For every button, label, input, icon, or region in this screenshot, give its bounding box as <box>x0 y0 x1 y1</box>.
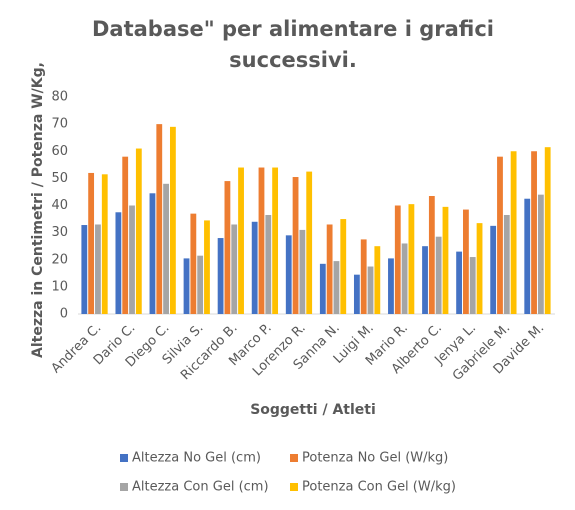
bar <box>435 236 442 314</box>
bar <box>374 246 381 314</box>
chart-title: Database" per alimentare i grafici <box>92 17 494 41</box>
legend-label: Altezza No Gel (cm) <box>132 451 261 466</box>
bar <box>197 255 204 314</box>
bar <box>135 148 142 314</box>
bar <box>231 224 238 314</box>
bar <box>265 214 272 314</box>
bar <box>169 126 176 315</box>
bar <box>285 235 292 314</box>
bar <box>388 258 394 314</box>
y-tick-label: 50 <box>51 171 68 186</box>
bar <box>428 196 435 314</box>
legend-swatch <box>290 483 298 491</box>
bar <box>326 224 333 314</box>
legend-swatch <box>120 454 128 462</box>
y-tick-label: 0 <box>60 307 68 322</box>
bar <box>367 266 374 314</box>
bar <box>95 224 101 314</box>
bar <box>490 225 497 314</box>
y-tick-label: 30 <box>51 225 68 240</box>
bar <box>401 243 408 314</box>
bar <box>204 220 210 314</box>
bar <box>272 167 279 314</box>
y-tick-label: 60 <box>51 144 68 159</box>
bar <box>88 172 95 314</box>
bar <box>463 209 469 314</box>
bar <box>531 151 537 314</box>
bar <box>251 221 258 314</box>
bar <box>122 156 129 314</box>
bar <box>408 204 415 314</box>
bar <box>190 213 197 314</box>
bar <box>476 223 483 314</box>
bar <box>258 167 265 314</box>
bar <box>292 177 299 314</box>
chart-title: successivi. <box>229 48 357 72</box>
bar <box>183 258 190 314</box>
bar <box>524 198 531 314</box>
bar <box>394 205 401 314</box>
bar <box>156 124 163 314</box>
legend-label: Potenza Con Gel (W/kg) <box>302 480 456 495</box>
x-axis-title: Soggetti / Atleti <box>250 402 376 418</box>
bar <box>422 246 428 314</box>
y-tick-label: 40 <box>51 198 68 213</box>
legend-swatch <box>290 454 298 462</box>
legend-label: Altezza Con Gel (cm) <box>132 480 269 495</box>
y-tick-label: 70 <box>51 117 68 132</box>
bar <box>306 171 313 314</box>
bar <box>497 156 503 314</box>
bar <box>469 257 476 314</box>
bar <box>442 206 449 314</box>
bar <box>510 151 517 314</box>
x-tick-label: Andrea C. <box>49 321 105 377</box>
legend-swatch <box>120 483 128 491</box>
bar <box>163 183 169 314</box>
bar <box>101 174 108 314</box>
bar <box>537 194 544 314</box>
bar <box>340 219 347 314</box>
bar <box>360 239 367 314</box>
bar <box>319 263 326 314</box>
y-axis-title: Altezza in Centimetri / Potenza W/Kg, <box>30 62 46 358</box>
bar <box>503 214 510 314</box>
bar <box>129 205 135 314</box>
y-tick-label: 80 <box>51 90 68 105</box>
bar <box>544 147 551 314</box>
bar <box>81 225 88 314</box>
bar <box>456 251 463 314</box>
bar <box>149 193 156 314</box>
bar <box>224 181 231 314</box>
bar <box>217 238 224 314</box>
legend-label: Potenza No Gel (W/kg) <box>302 451 448 466</box>
bar <box>115 212 122 314</box>
bar <box>353 274 360 314</box>
bar <box>333 261 340 314</box>
bar <box>299 229 306 314</box>
bar <box>238 167 244 314</box>
y-tick-label: 10 <box>51 279 68 294</box>
y-tick-label: 20 <box>51 252 68 267</box>
